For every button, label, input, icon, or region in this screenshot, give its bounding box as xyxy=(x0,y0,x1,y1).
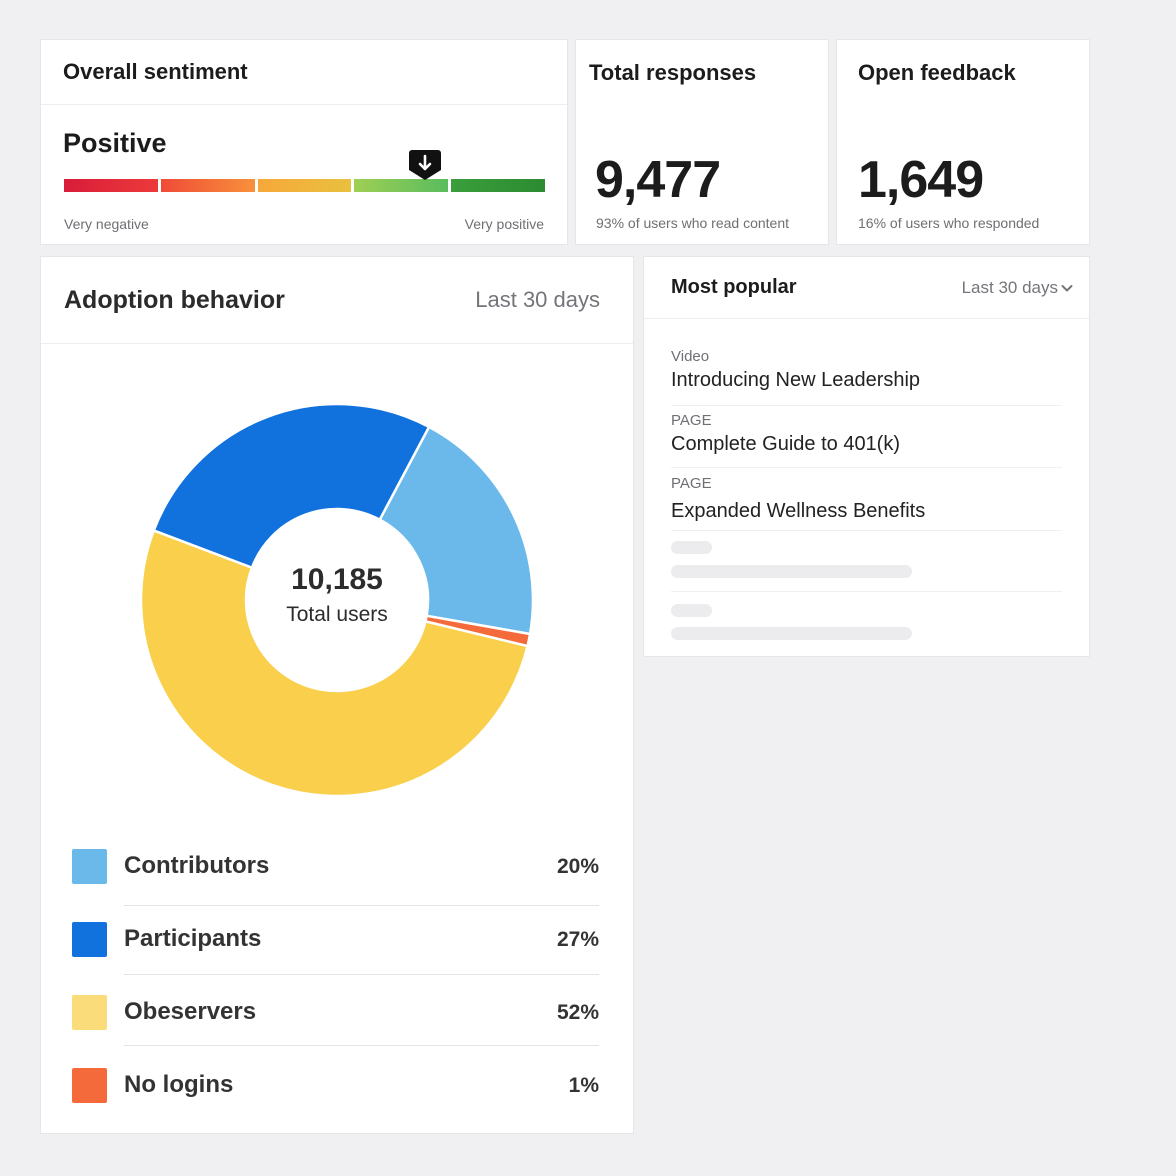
legend-label: Contributors xyxy=(124,852,270,879)
donut-slice-participants xyxy=(152,404,431,570)
legend-label: Obeservers xyxy=(124,998,257,1025)
scale-left-label: Very negative xyxy=(64,216,149,232)
list-divider xyxy=(671,405,1062,406)
sentiment-segment-4 xyxy=(354,179,449,192)
popular-item[interactable]: PAGE Expanded Wellness Benefits xyxy=(671,475,1062,523)
total-responses-subtitle: 93% of users who read content xyxy=(596,215,790,231)
legend-label: Participants xyxy=(124,925,262,952)
sentiment-segment-1 xyxy=(64,179,158,192)
loading-placeholder xyxy=(671,604,712,617)
period-dropdown[interactable]: Last 30 days xyxy=(962,278,1073,298)
open-feedback-title: Open feedback xyxy=(858,60,1016,85)
list-divider xyxy=(671,530,1062,531)
legend-value: 27% xyxy=(556,928,599,951)
sentiment-value: Positive xyxy=(63,128,167,158)
total-users-value: 10,185 xyxy=(291,563,383,596)
legend-divider xyxy=(124,905,599,906)
adoption-donut-chart xyxy=(141,404,533,796)
loading-placeholder xyxy=(671,565,912,578)
legend-value: 52% xyxy=(556,1001,599,1024)
legend-divider xyxy=(124,1045,599,1046)
adoption-behavior-card: Adoption behavior Last 30 days 10,185 To… xyxy=(40,256,634,1134)
popular-item-type: PAGE xyxy=(671,412,712,429)
donut-slice-contributors xyxy=(378,425,533,636)
popular-item-title: Complete Guide to 401(k) xyxy=(671,433,901,455)
sentiment-segment-3 xyxy=(257,179,352,192)
legend-swatch xyxy=(72,849,107,884)
sentiment-title: Overall sentiment xyxy=(41,40,567,105)
adoption-period: Last 30 days xyxy=(475,287,600,312)
popular-item-type: PAGE xyxy=(671,475,712,492)
popular-item-title: Expanded Wellness Benefits xyxy=(671,500,926,522)
total-users-label: Total users xyxy=(286,603,388,626)
most-popular-card: Most popular Last 30 days Video Introduc… xyxy=(643,256,1090,657)
chevron-down-icon xyxy=(1061,284,1073,291)
most-popular-title: Most popular xyxy=(671,276,797,298)
popular-item-title: Introducing New Leadership xyxy=(671,369,921,391)
open-feedback-subtitle: 16% of users who responded xyxy=(858,215,1040,231)
loading-placeholder xyxy=(671,627,912,640)
donut-slice-obeservers xyxy=(141,528,530,796)
list-divider xyxy=(671,591,1062,592)
open-feedback-value: 1,649 xyxy=(858,151,984,209)
open-feedback-card: Open feedback 1,649 16% of users who res… xyxy=(836,39,1090,245)
legend-value: 20% xyxy=(556,855,599,878)
popular-item[interactable]: Video Introducing New Leadership xyxy=(671,348,1062,392)
legend-label: No logins xyxy=(124,1071,234,1098)
sentiment-segment-2 xyxy=(160,179,255,192)
legend-item: Participants 27% xyxy=(41,904,635,975)
arrow-down-icon xyxy=(408,150,441,180)
legend-item: No logins 1% xyxy=(41,1050,635,1120)
period-dropdown-label: Last 30 days xyxy=(961,277,1058,297)
legend-swatch xyxy=(72,922,107,957)
adoption-title: Adoption behavior xyxy=(64,285,285,314)
popular-item-type: Video xyxy=(671,348,710,365)
scale-right-label: Very positive xyxy=(464,216,544,232)
legend-item: Contributors 20% xyxy=(41,831,635,906)
legend-item: Obeservers 52% xyxy=(41,977,635,1047)
list-divider xyxy=(671,467,1062,468)
popular-item[interactable]: PAGE Complete Guide to 401(k) xyxy=(671,412,1062,456)
legend-value: 1% xyxy=(568,1074,599,1097)
total-responses-value: 9,477 xyxy=(595,151,721,209)
total-responses-card: Total responses 9,477 93% of users who r… xyxy=(575,39,829,245)
legend-swatch xyxy=(72,995,107,1030)
total-responses-title: Total responses xyxy=(589,60,757,85)
sentiment-bar xyxy=(64,179,545,192)
loading-placeholder xyxy=(671,541,712,554)
legend-divider xyxy=(124,974,599,975)
sentiment-card: Overall sentiment Positive Very negative… xyxy=(40,39,568,245)
legend-swatch xyxy=(72,1068,107,1103)
sentiment-segment-5 xyxy=(451,179,545,192)
